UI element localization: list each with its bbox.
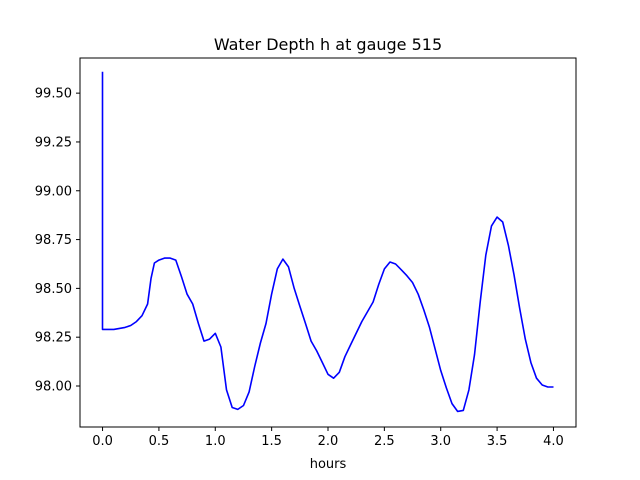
- y-tick-label: 98.00: [35, 380, 72, 395]
- x-tick-label: 3.0: [430, 434, 451, 449]
- axes: 0.0 0.5 1.0 1.5 2.0 2.5 3.0 3.5 4.0 98.00 98.25 98.…: [35, 57, 577, 449]
- x-tick-label: 4.0: [543, 434, 564, 449]
- x-tick-label: 2.5: [374, 434, 395, 449]
- x-tick-label: 3.5: [487, 434, 508, 449]
- plot-area: [101, 71, 554, 413]
- x-tick-label: 0.5: [149, 434, 170, 449]
- series-line-0: [101, 71, 554, 413]
- x-tick-label: 2.0: [318, 434, 339, 449]
- y-tick-label: 99.00: [35, 184, 72, 199]
- y-tick-label: 98.25: [35, 331, 72, 346]
- axes-frame: [79, 57, 577, 428]
- chart-title: Water Depth h at gauge 515: [214, 35, 442, 54]
- y-tick-label: 98.50: [35, 282, 72, 297]
- y-tick-label: 99.25: [35, 135, 72, 150]
- y-tick-label: 99.50: [35, 87, 72, 102]
- x-tick-label: 1.0: [205, 434, 226, 449]
- x-tick-label: 0.0: [92, 434, 113, 449]
- x-axis-label: hours: [310, 457, 347, 472]
- x-tick-label: 1.5: [261, 434, 282, 449]
- y-tick-label: 98.75: [35, 233, 72, 248]
